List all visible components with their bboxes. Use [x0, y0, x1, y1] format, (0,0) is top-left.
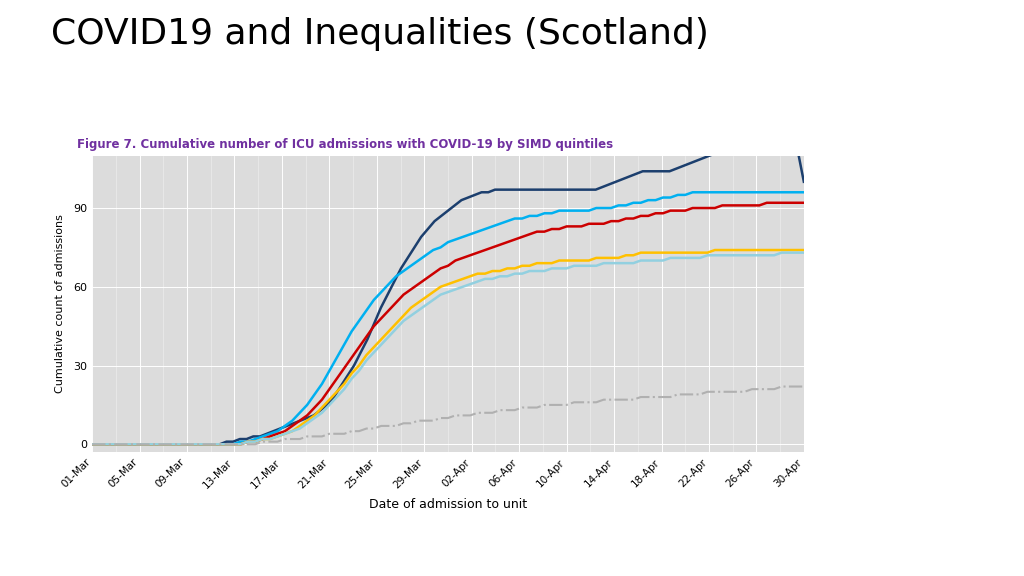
Text: Figure 7. Cumulative number of ICU admissions with COVID-19 by SIMD quintiles: Figure 7. Cumulative number of ICU admis… [77, 138, 613, 151]
Text: COVID19 and Inequalities (Scotland): COVID19 and Inequalities (Scotland) [51, 17, 709, 51]
X-axis label: Date of admission to unit: Date of admission to unit [369, 498, 527, 511]
Y-axis label: Cumulative count of admissions: Cumulative count of admissions [55, 214, 65, 393]
